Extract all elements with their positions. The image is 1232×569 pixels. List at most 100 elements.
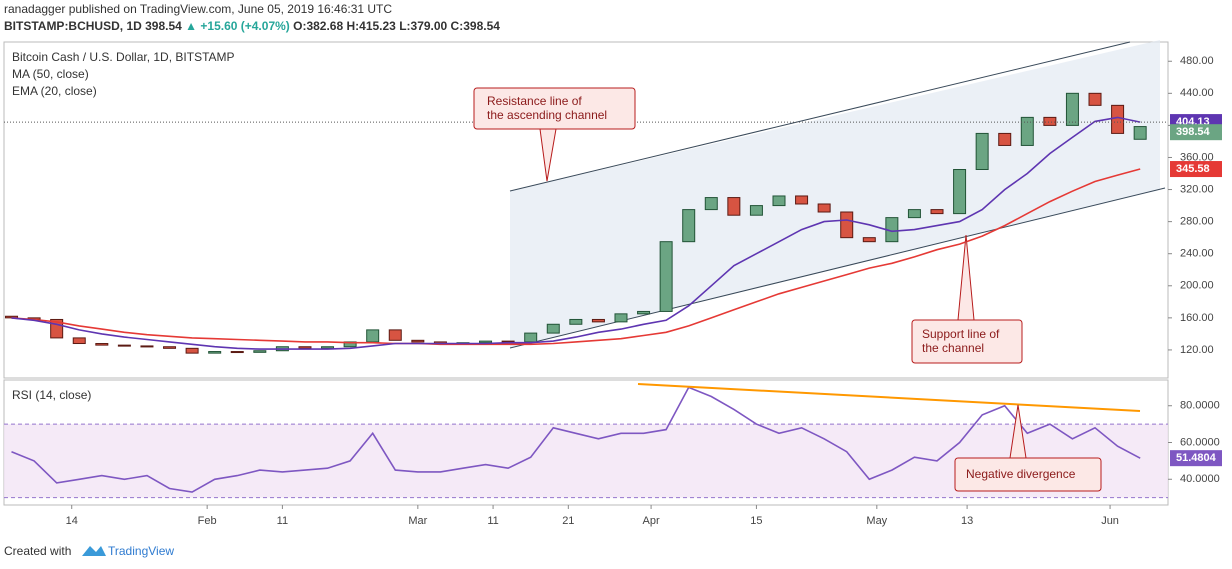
candle bbox=[366, 329, 380, 343]
candle bbox=[569, 318, 583, 325]
logo bbox=[82, 546, 106, 556]
x-tick-label: 15 bbox=[750, 515, 762, 527]
candle bbox=[772, 195, 786, 207]
candle bbox=[72, 337, 86, 345]
symbol: BITSTAMP:BCHUSD, 1D 398.54 ▲ +15.60 (+4.… bbox=[4, 19, 500, 33]
candle bbox=[659, 241, 673, 312]
resistance-line bbox=[509, 41, 1131, 192]
callout-box bbox=[954, 457, 1102, 492]
close-tag: 398.54 bbox=[1176, 126, 1211, 138]
series-line bbox=[11, 116, 1141, 350]
series-line bbox=[11, 168, 1141, 346]
callout-box bbox=[473, 87, 636, 130]
rsi-tag: 51.4804 bbox=[1176, 452, 1217, 464]
candle bbox=[230, 351, 244, 354]
candle bbox=[1043, 116, 1057, 126]
price-title: Bitcoin Cash / U.S. Dollar, 1D, BITSTAMP bbox=[12, 50, 235, 64]
candle bbox=[930, 209, 944, 215]
candle bbox=[388, 329, 402, 341]
close-tag-bg bbox=[1170, 124, 1222, 141]
ohlc: O:382.68 H:415.23 L:379.00 C:398.54 bbox=[293, 19, 500, 33]
callout-pointer bbox=[539, 128, 557, 182]
footer-brand[interactable]: TradingView bbox=[108, 544, 174, 558]
candle bbox=[185, 347, 199, 354]
channel-fill bbox=[510, 40, 1160, 348]
divergence-line bbox=[637, 383, 1141, 412]
candle bbox=[591, 318, 605, 323]
candle bbox=[862, 237, 876, 243]
candle bbox=[1020, 116, 1034, 146]
candle bbox=[704, 197, 718, 211]
x-tick-label: Apr bbox=[643, 515, 660, 527]
candle bbox=[953, 169, 967, 215]
rsi-title: RSI (14, close) bbox=[12, 388, 91, 402]
ma-tag-bg bbox=[1170, 161, 1222, 178]
candle bbox=[163, 346, 177, 349]
candle bbox=[727, 197, 741, 216]
candle bbox=[1133, 126, 1147, 140]
y-tick-label: 200.00 bbox=[1180, 280, 1214, 292]
candle bbox=[637, 310, 651, 315]
x-tick-label: May bbox=[866, 515, 887, 527]
candle bbox=[682, 209, 696, 243]
y-tick-label: 440.00 bbox=[1180, 87, 1214, 99]
rsi-tag-bg bbox=[1170, 450, 1222, 467]
support-callout: Support line of the channel bbox=[911, 234, 1023, 364]
legend-ma: MA (50, close) bbox=[12, 67, 89, 81]
x-tick-label: Mar bbox=[408, 515, 427, 527]
publisher: ranadagger published on TradingView.com,… bbox=[4, 2, 392, 16]
candle bbox=[907, 209, 921, 219]
candle bbox=[479, 340, 493, 344]
candle bbox=[975, 132, 989, 171]
candle bbox=[614, 313, 628, 323]
y-tick-label: 120.00 bbox=[1180, 344, 1214, 356]
callout-pointer bbox=[957, 234, 975, 321]
price-panel bbox=[3, 41, 1169, 379]
y-tick-label: 320.00 bbox=[1180, 183, 1214, 195]
x-tick-label: 14 bbox=[66, 515, 78, 527]
callout-text: the channel bbox=[922, 341, 984, 355]
candle bbox=[524, 332, 538, 343]
candle bbox=[749, 205, 763, 216]
x-tick-label: 11 bbox=[277, 515, 288, 527]
callout-text: Negative divergence bbox=[966, 467, 1076, 481]
candle bbox=[795, 195, 809, 205]
candle bbox=[208, 351, 222, 354]
candle bbox=[840, 211, 854, 239]
candle bbox=[1111, 104, 1125, 134]
callout-text: Support line of bbox=[922, 327, 1000, 341]
x-tick-label: Feb bbox=[198, 515, 217, 527]
y-tick-label: 80.0000 bbox=[1180, 400, 1220, 412]
x-tick-label: Jun bbox=[1101, 515, 1119, 527]
callout-text: Resistance line of bbox=[487, 94, 582, 108]
candle bbox=[1088, 92, 1102, 106]
candle bbox=[117, 344, 131, 347]
legend-ema: EMA (20, close) bbox=[12, 84, 97, 98]
divergence-callout: Negative divergence bbox=[954, 404, 1102, 492]
candle bbox=[817, 203, 831, 213]
y-tick-label: 240.00 bbox=[1180, 248, 1214, 260]
last-price: 398.54 bbox=[145, 19, 182, 33]
candle bbox=[298, 346, 312, 349]
y-tick-label: 360.00 bbox=[1180, 151, 1214, 163]
candle bbox=[546, 323, 560, 334]
candle bbox=[998, 132, 1012, 146]
y-tick-label: 60.0000 bbox=[1180, 436, 1220, 448]
symbol-name: BITSTAMP:BCHUSD, 1D bbox=[4, 19, 142, 33]
change: ▲ +15.60 (+4.07%) bbox=[185, 19, 290, 33]
candle bbox=[95, 343, 109, 346]
callout-box bbox=[911, 319, 1023, 364]
candle bbox=[1065, 92, 1079, 126]
y-tick-label: 160.00 bbox=[1180, 312, 1214, 324]
resistance-callout: Resistance line of the ascending channel bbox=[473, 87, 636, 182]
ma-tag: 345.58 bbox=[1176, 163, 1210, 175]
footer-created: Created with bbox=[4, 544, 71, 558]
y-tick-label: 280.00 bbox=[1180, 216, 1214, 228]
series-line bbox=[11, 386, 1141, 493]
x-tick-label: 11 bbox=[487, 515, 498, 527]
candle bbox=[140, 345, 154, 348]
x-tick-label: 21 bbox=[562, 515, 574, 527]
candle bbox=[411, 339, 425, 343]
callout-text: the ascending channel bbox=[487, 108, 607, 122]
